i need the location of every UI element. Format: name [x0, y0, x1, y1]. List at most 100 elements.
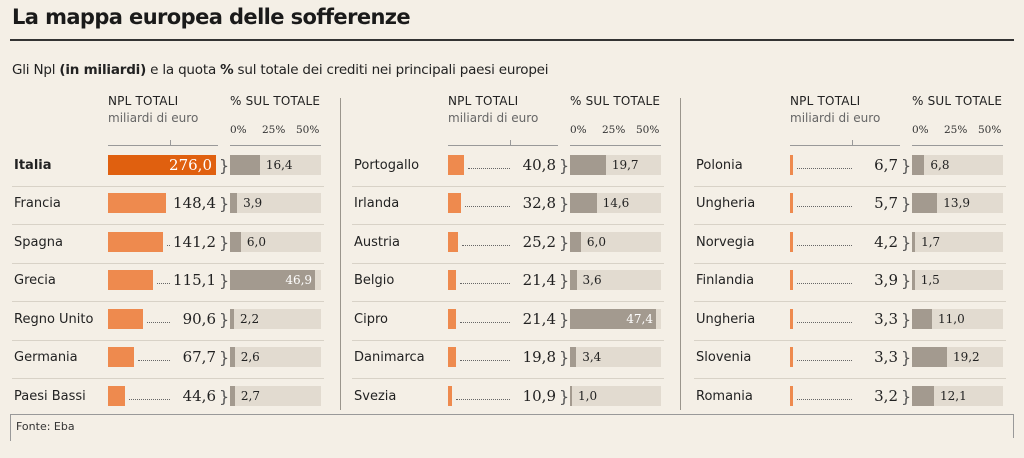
country-label: Finlandia	[696, 273, 755, 288]
npl-bar	[448, 270, 457, 290]
pct-bar	[230, 193, 238, 213]
footer-frame	[10, 414, 1014, 441]
country-label: Cipro	[354, 312, 388, 327]
table-row: Cipro 21,4} 47,4	[352, 309, 672, 331]
table-row: Paesi Bassi 44,6} 2,7	[12, 386, 332, 408]
leader-dots	[129, 399, 170, 400]
row-separator	[352, 378, 664, 379]
pct-value-label: 3,4	[582, 350, 602, 364]
brace-marker: }	[559, 194, 570, 213]
pct-bar	[912, 193, 938, 213]
row-separator	[694, 263, 1006, 264]
brace-marker: }	[219, 156, 230, 175]
row-separator	[352, 263, 664, 264]
pct-tick-label: 50%	[978, 124, 1002, 136]
npl-unit: miliardi di euro	[448, 111, 539, 125]
country-label: Svezia	[354, 389, 397, 404]
pct-header: % SUL TOTALE	[912, 94, 1003, 108]
npl-bar	[108, 270, 154, 290]
leader-dots	[460, 322, 510, 323]
country-label: Ungheria	[696, 312, 756, 327]
npl-value-label: 141,2	[173, 233, 216, 251]
row-separator	[352, 224, 664, 225]
subtitle-text-1: Gli Npl	[12, 62, 60, 78]
npl-value-label: 44,6	[182, 387, 216, 405]
pct-bar	[912, 232, 916, 252]
brace-marker: }	[219, 271, 230, 290]
pct-bar	[570, 193, 597, 213]
table-row: Italia 276,0} 16,4	[12, 155, 332, 177]
country-label: Grecia	[14, 273, 56, 288]
table-row: Polonia 6,7} 6,8	[694, 155, 1014, 177]
npl-value-label: 3,9	[874, 271, 898, 289]
country-label: Romania	[696, 389, 753, 404]
npl-value-label: 3,2	[874, 387, 898, 405]
npl-header: NPL TOTALI	[790, 94, 861, 108]
leader-dots	[796, 245, 852, 246]
brace-marker: }	[559, 233, 570, 252]
table-row: Ungheria 3,3} 11,0	[694, 309, 1014, 331]
npl-value-label: 32,8	[522, 194, 556, 212]
brace-marker: }	[219, 233, 230, 252]
pct-track	[570, 232, 661, 252]
pct-track	[230, 309, 321, 329]
npl-bar	[448, 232, 458, 252]
leader-dots	[456, 399, 510, 400]
table-row: Ungheria 5,7} 13,9	[694, 193, 1014, 215]
leader-dots	[459, 360, 510, 361]
npl-bar	[790, 270, 793, 290]
pct-tick-label: 25%	[944, 124, 968, 136]
leader-dots	[138, 360, 170, 361]
table-row: Romania 3,2} 12,1	[694, 386, 1014, 408]
pct-bar	[230, 347, 235, 367]
npl-header-rule	[448, 140, 558, 146]
npl-value-label: 67,7	[182, 348, 216, 366]
npl-value-label: 10,9	[522, 387, 556, 405]
pct-value-label: 1,7	[921, 235, 941, 249]
pct-bar	[570, 347, 577, 367]
table-row: Slovenia 3,3} 19,2	[694, 347, 1014, 369]
brace-marker: }	[219, 348, 230, 367]
brace-marker: }	[219, 387, 230, 406]
pct-bar	[230, 270, 316, 290]
pct-bar	[912, 386, 935, 406]
row-separator	[694, 301, 1006, 302]
pct-value-label: 2,6	[240, 350, 260, 364]
brace-marker: }	[559, 271, 570, 290]
leader-dots	[467, 168, 510, 169]
country-label: Irlanda	[354, 196, 400, 211]
pct-track	[230, 232, 321, 252]
panel-separator	[340, 98, 341, 410]
subtitle-text-3: sul totale dei crediti nei principali pa…	[233, 62, 549, 78]
row-separator	[12, 263, 324, 264]
pct-value-label: 12,1	[940, 389, 967, 403]
chart-title: La mappa europea delle sofferenze	[12, 5, 411, 29]
npl-bar	[790, 386, 793, 406]
leader-dots	[796, 283, 852, 284]
npl-value-label: 25,2	[522, 233, 556, 251]
leader-dots	[464, 206, 510, 207]
leader-dots	[147, 322, 170, 323]
table-row: Danimarca 19,8} 3,4	[352, 347, 672, 369]
row-separator	[12, 186, 324, 187]
country-label: Belgio	[354, 273, 395, 288]
npl-value-label: 19,8	[522, 348, 556, 366]
npl-bar	[448, 386, 453, 406]
npl-bar	[108, 193, 167, 213]
pct-value-label: 3,6	[582, 273, 602, 287]
pct-bar	[230, 386, 235, 406]
row-separator	[352, 340, 664, 341]
pct-track	[230, 347, 321, 367]
country-label: Spagna	[14, 235, 63, 250]
pct-tick-label: 0%	[570, 124, 587, 136]
pct-bar	[230, 309, 234, 329]
leader-dots	[461, 245, 510, 246]
pct-header-rule	[570, 140, 661, 146]
npl-value-label: 5,7	[874, 194, 898, 212]
npl-bar	[790, 193, 793, 213]
pct-bar	[912, 270, 915, 290]
country-label: Austria	[354, 235, 400, 250]
npl-unit: miliardi di euro	[790, 111, 881, 125]
pct-tick-label: 25%	[262, 124, 286, 136]
npl-bar	[448, 309, 457, 329]
